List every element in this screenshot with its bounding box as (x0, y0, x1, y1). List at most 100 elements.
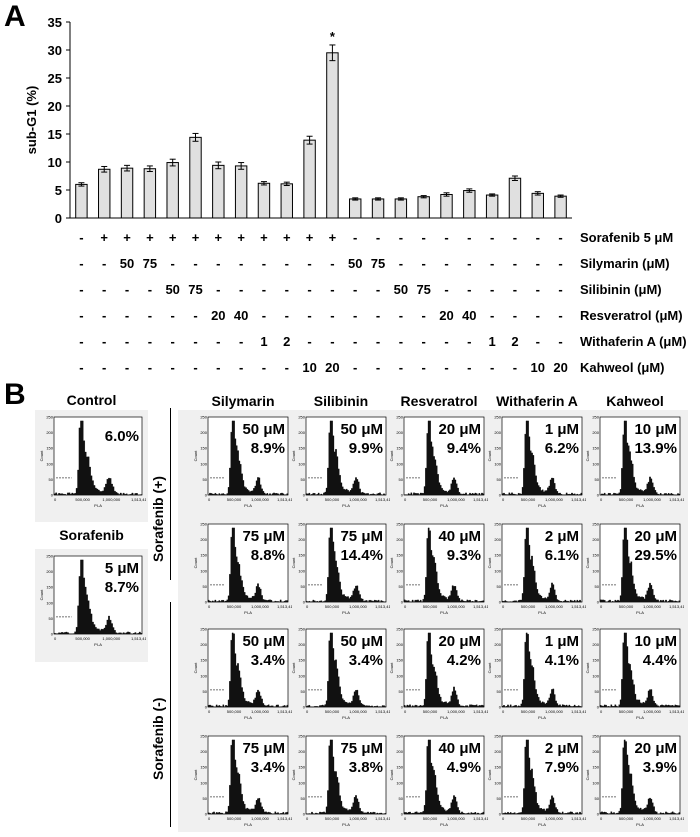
y-tick-label: 150 (200, 765, 207, 770)
x-axis-label: PI-A (636, 715, 644, 720)
dose-label: 50 μM (340, 633, 383, 650)
group-minus-bracket (170, 602, 171, 827)
y-tick-label: 50 (49, 616, 54, 621)
y-tick-label: 250 (396, 734, 403, 739)
bar (143, 168, 157, 219)
x-tick-label: 1,000,000 (251, 604, 270, 609)
condition-cell: + (237, 230, 245, 245)
condition-cell: - (79, 308, 83, 323)
y-axis-label: Count (389, 557, 394, 569)
condition-cell: - (262, 256, 266, 271)
condition-cell: 2 (511, 334, 518, 349)
y-tick-label: 0 (205, 705, 208, 710)
y-axis-label: Count (389, 769, 394, 781)
x-tick-label: 0 (54, 636, 57, 641)
bar (189, 136, 202, 219)
condition-cell: - (513, 230, 517, 245)
x-tick-label: 1,513,410 (669, 816, 684, 821)
histogram-treatment: 0 500,000 1,000,000 1,513,410 PI-A 0 50 100 150 2… (487, 734, 586, 828)
x-tick-label: 1,513,410 (277, 709, 292, 714)
condition-cell: - (79, 256, 83, 271)
y-tick-label: 200 (200, 537, 207, 542)
x-tick-label: 1,513,410 (375, 497, 390, 502)
significance-marker: * (330, 29, 336, 44)
y-tick-label: 250 (396, 627, 403, 632)
x-tick-label: 500,000 (325, 604, 340, 609)
condition-cell: 20 (325, 360, 339, 375)
x-tick-label: 0 (306, 604, 309, 609)
y-tick-label: 200 (200, 749, 207, 754)
x-axis-label: PI-A (636, 822, 644, 827)
condition-cell: - (102, 334, 106, 349)
y-tick-label: 50 (301, 796, 306, 801)
dose-label: 50 μM (242, 421, 285, 438)
condition-cell: + (329, 230, 337, 245)
condition-cell: - (330, 282, 334, 297)
x-tick-label: 1,000,000 (251, 709, 270, 714)
dose-label: 5 μM (105, 560, 139, 577)
condition-cell: - (444, 282, 448, 297)
y-tick-label: 30 (48, 43, 62, 58)
x-tick-label: 1,513,410 (131, 636, 146, 641)
condition-cell: - (490, 360, 494, 375)
group-minus-label: Sorafenib (-) (150, 697, 166, 780)
histogram-distribution (501, 420, 583, 496)
condition-row-label: Silibinin (μM) (580, 282, 662, 297)
condition-cell: 1 (489, 334, 496, 349)
plot-frame (305, 628, 387, 708)
y-tick-label: 0 (303, 493, 306, 498)
y-tick-label: 200 (592, 642, 599, 647)
condition-cell: 75 (416, 282, 430, 297)
column-title: Resveratrol (400, 393, 478, 409)
condition-cell: - (307, 308, 311, 323)
condition-cell: - (330, 334, 334, 349)
plot-frame (207, 735, 289, 815)
x-tick-label: 500,000 (521, 497, 536, 502)
sub-g1-percent: 6.2% (545, 440, 579, 457)
panel-a-letter: A (4, 0, 26, 33)
condition-cell: - (399, 334, 403, 349)
condition-cell: 50 (394, 282, 408, 297)
x-axis-label: PI-A (440, 503, 448, 508)
y-tick-label: 100 (46, 461, 53, 466)
x-tick-label: 500,000 (325, 816, 340, 821)
plot-frame (207, 628, 289, 708)
y-tick-label: 250 (494, 415, 501, 420)
y-tick-label: 10 (48, 155, 62, 170)
condition-cell: - (490, 308, 494, 323)
y-tick-label: 15 (48, 127, 62, 142)
histogram-distribution (501, 739, 583, 815)
y-tick-label: 100 (592, 461, 599, 466)
condition-cell: - (125, 308, 129, 323)
y-tick-label: 250 (298, 522, 305, 527)
condition-cell: - (216, 256, 220, 271)
condition-cell: 40 (234, 308, 248, 323)
sub-g1-percent: 9.3% (447, 547, 481, 564)
y-tick-label: 150 (46, 446, 53, 451)
y-tick-label: 200 (298, 537, 305, 542)
y-tick-label: 100 (494, 568, 501, 573)
plot-frame (501, 523, 583, 603)
bar (417, 196, 430, 219)
histogram-distribution (305, 527, 387, 603)
condition-cell: - (171, 334, 175, 349)
y-tick-label: 150 (592, 658, 599, 663)
x-tick-label: 500,000 (423, 604, 438, 609)
bar (508, 177, 522, 219)
y-tick-label: 150 (494, 765, 501, 770)
y-tick-label: 200 (298, 642, 305, 647)
y-tick-label: 0 (55, 211, 62, 226)
y-tick-label: 150 (298, 658, 305, 663)
y-axis-label: Count (291, 557, 296, 569)
condition-cell: 50 (348, 256, 362, 271)
column-title: Kahweol (606, 393, 664, 409)
histogram-treatment: 0 500,000 1,000,000 1,513,410 PI-A 0 50 100 150 2… (291, 415, 390, 509)
y-tick-label: 0 (597, 600, 600, 605)
x-tick-label: 1,513,410 (277, 816, 292, 821)
y-tick-label: 20 (48, 99, 62, 114)
sub-g1-percent: 3.4% (251, 652, 285, 669)
dose-label: 75 μM (242, 528, 285, 545)
sub-g1-percent: 4.4% (643, 652, 677, 669)
y-axis-label: Count (193, 557, 198, 569)
dose-label: 2 μM (545, 528, 579, 545)
